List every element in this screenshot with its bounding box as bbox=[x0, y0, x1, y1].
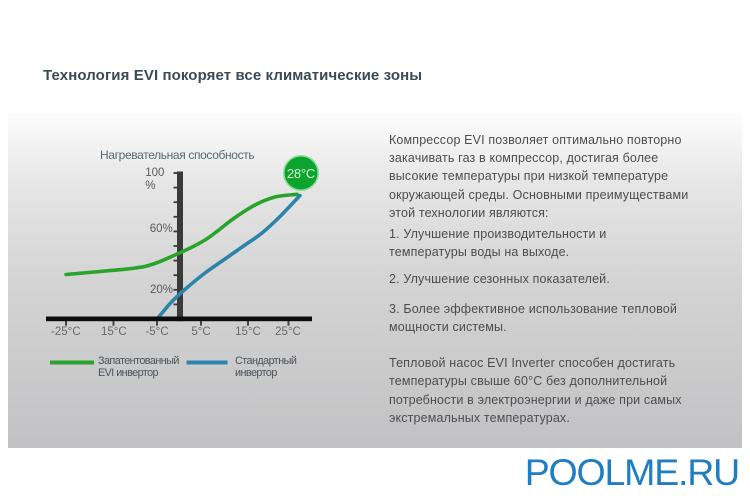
svg-text:28°C: 28°C bbox=[287, 166, 315, 181]
